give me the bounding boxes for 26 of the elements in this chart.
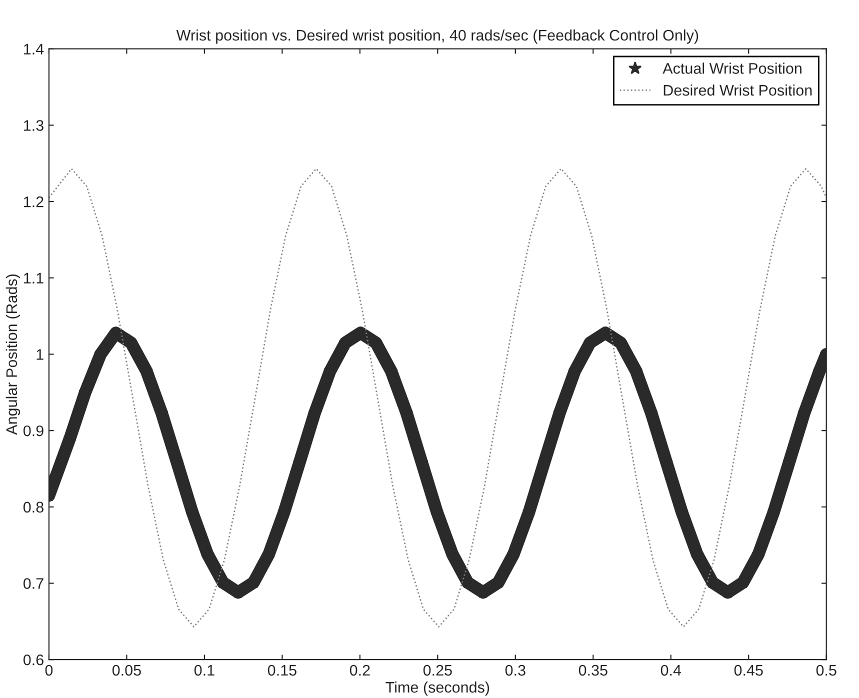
y-tick-label: 0.9 (23, 425, 44, 436)
y-tick-label: 1.3 (24, 120, 44, 131)
x-tick-label: 0.25 (423, 664, 452, 676)
y-tick-label: 1 (36, 349, 44, 360)
y-axis-title: Angular Position (Rads) (6, 274, 20, 435)
x-tick-label: 0.35 (578, 664, 608, 676)
chart-title: Wrist position vs. Desired wrist position, 40 rads/sec (Feedback Control Only) (176, 29, 698, 44)
y-tick-label: 1.1 (24, 272, 44, 284)
x-tick-label: 0.4 (660, 664, 682, 676)
y-tick-label: 0.7 (23, 578, 44, 589)
y-tick-label: 1.4 (24, 44, 44, 54)
x-tick-label: 0.3 (505, 664, 526, 676)
x-tick-label: 0.2 (350, 664, 370, 676)
y-tick-label: 0.8 (23, 502, 44, 513)
y-tick-label: 0.6 (23, 654, 44, 666)
line-series (48, 168, 826, 628)
x-tick-label: 0.05 (112, 664, 141, 676)
x-axis-title: Time (seconds) (386, 681, 490, 696)
x-tick-label: 0 (45, 664, 53, 676)
y-tick-label: 1.2 (24, 196, 44, 208)
x-tick-label: 0.15 (268, 664, 296, 676)
legend-label: Desired Wrist Position (664, 84, 812, 96)
x-tick-label: 0.1 (194, 664, 214, 676)
x-tick-label: 0.5 (816, 664, 836, 676)
x-tick-label: 0.45 (734, 664, 763, 676)
legend-label: Actual Wrist Position (662, 62, 802, 74)
